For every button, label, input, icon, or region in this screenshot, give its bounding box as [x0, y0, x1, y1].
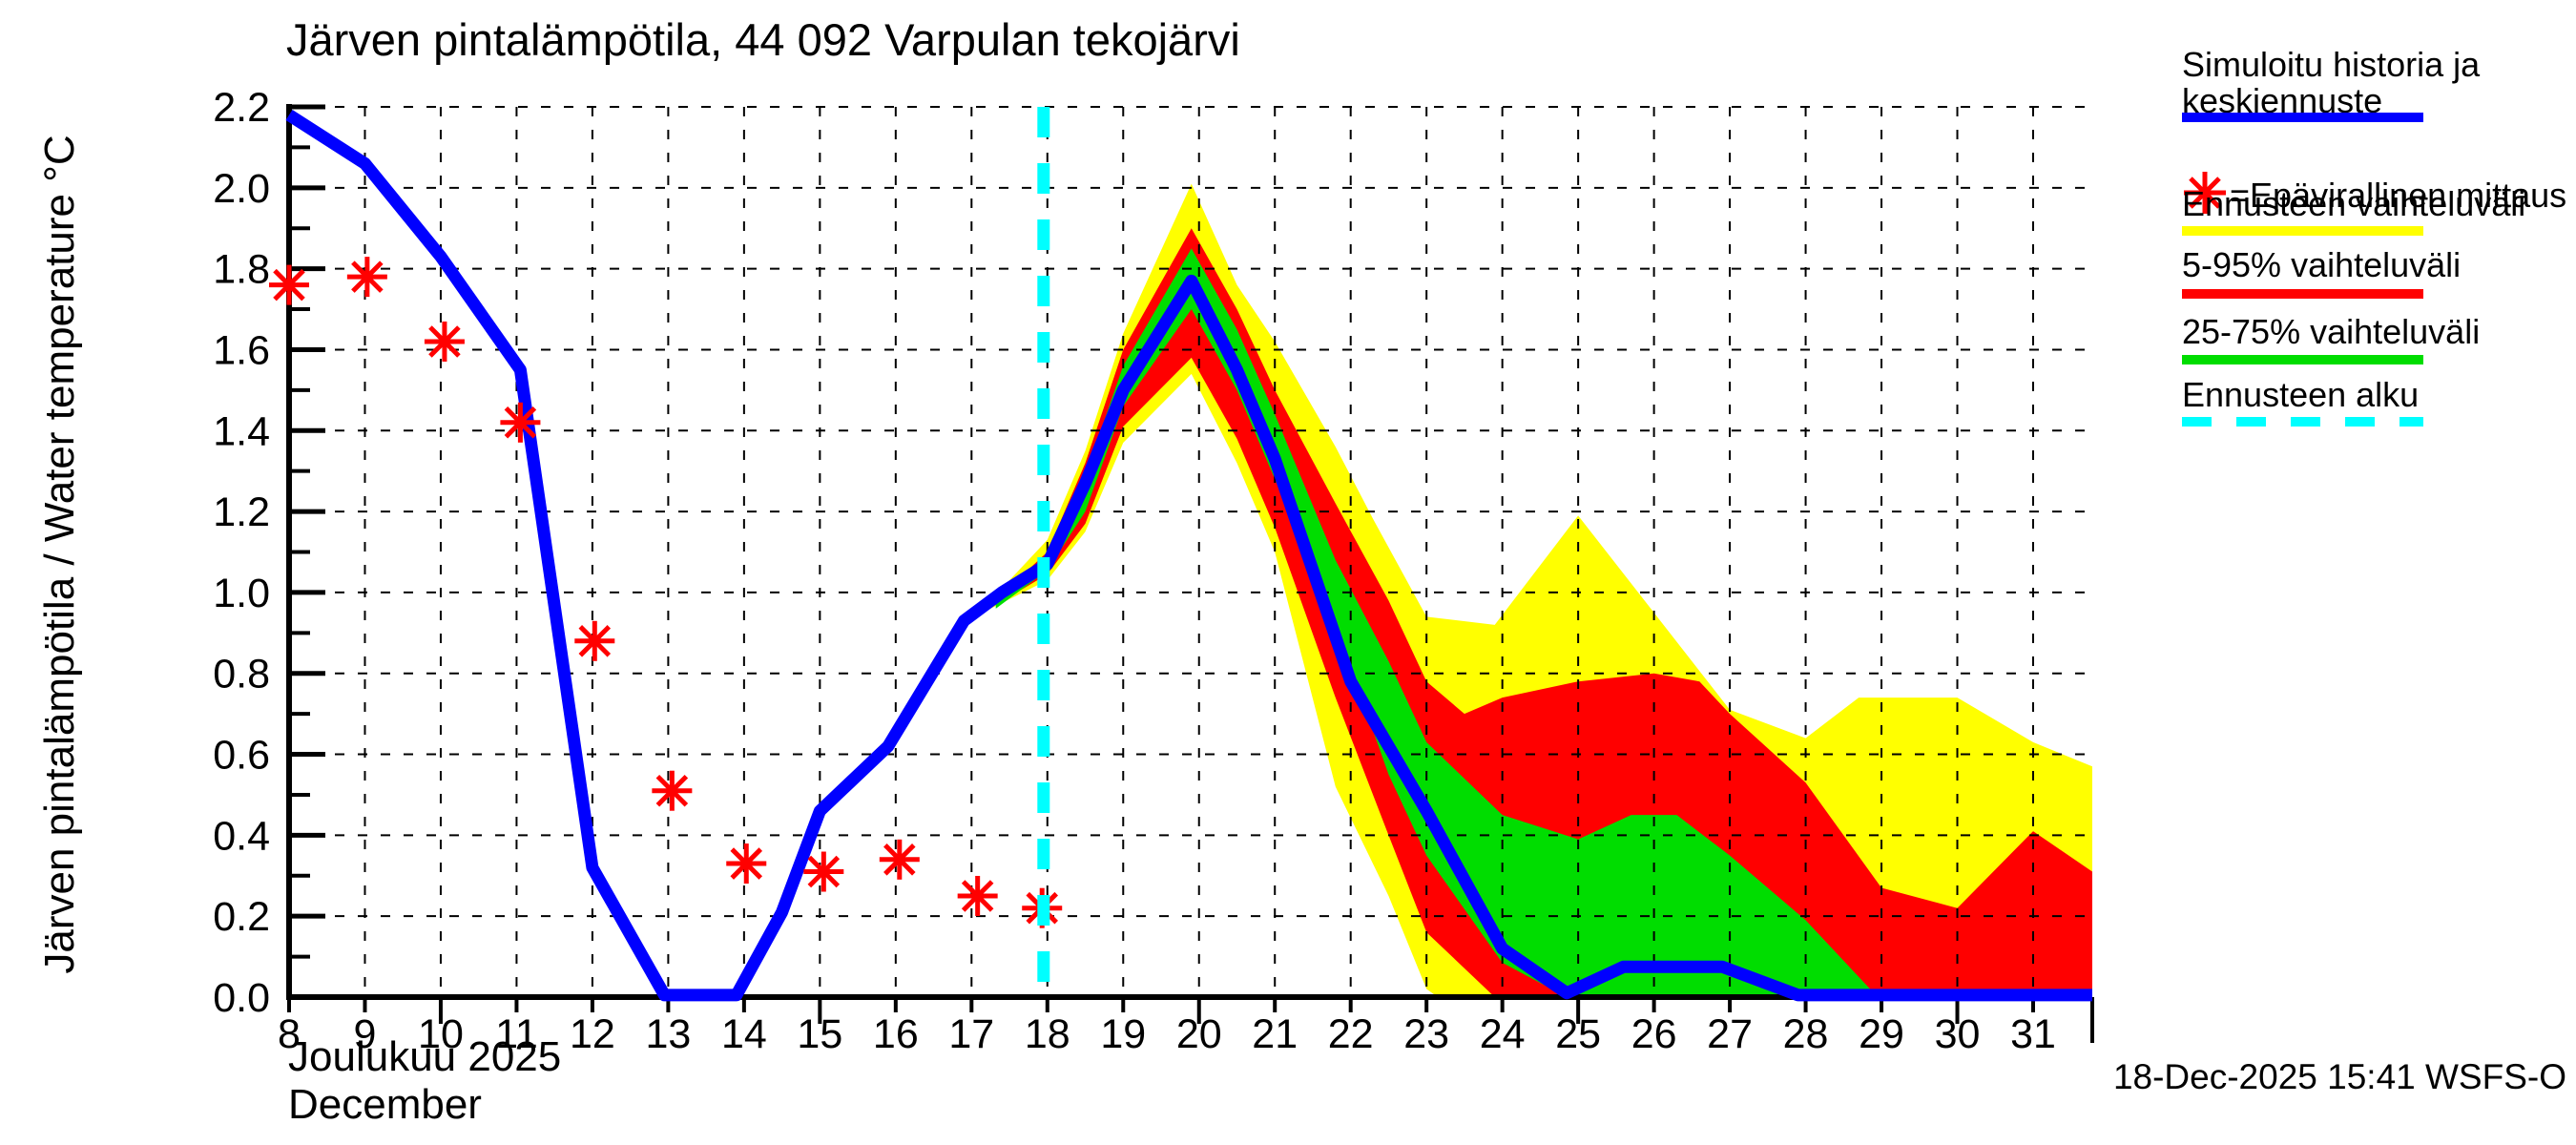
svg-text:19: 19 [1100, 1011, 1146, 1057]
svg-text:27: 27 [1707, 1011, 1753, 1057]
legend-swatch-yellow-line [2182, 226, 2423, 236]
svg-text:22: 22 [1328, 1011, 1374, 1057]
svg-text:25: 25 [1555, 1011, 1601, 1057]
svg-text:18: 18 [1025, 1011, 1070, 1057]
legend-swatch-blue-line [2182, 113, 2423, 122]
svg-text:8: 8 [278, 1011, 301, 1057]
legend-label-forecast-start: Ennusteen alku [2182, 375, 2420, 414]
svg-text:15: 15 [797, 1011, 842, 1057]
svg-text:9: 9 [354, 1011, 377, 1057]
svg-text:26: 26 [1631, 1011, 1677, 1057]
svg-text:0.0: 0.0 [213, 975, 270, 1021]
legend-label-unofficial-measurement: =Epävirallinen mittaus [2230, 175, 2567, 215]
svg-text:30: 30 [1935, 1011, 1981, 1057]
svg-text:1.2: 1.2 [213, 489, 270, 535]
svg-text:1.0: 1.0 [213, 571, 270, 616]
svg-text:31: 31 [2010, 1011, 2056, 1057]
chart-timestamp: 18-Dec-2025 15:41 WSFS-O [2112, 1057, 2566, 1096]
x-axis-label-english: December [288, 1081, 482, 1128]
legend-swatch-cyan-dashed-line [2182, 417, 2423, 427]
legend-swatch-red-line [2182, 289, 2423, 299]
svg-text:20: 20 [1176, 1011, 1222, 1057]
svg-text:12: 12 [570, 1011, 615, 1057]
svg-text:1.6: 1.6 [213, 327, 270, 373]
y-axis-label: Järven pintalämpötila / Water temperatur… [36, 135, 83, 974]
asterisk-marker-icon [2182, 170, 2228, 220]
legend-item-unofficial-measurement: =Epävirallinen mittaus [2182, 170, 2566, 220]
legend-label-5-95-range: 5-95% vaihteluväli [2182, 245, 2462, 284]
legend-label-25-75-range: 25-75% vaihteluväli [2182, 312, 2481, 351]
svg-text:10: 10 [418, 1011, 464, 1057]
svg-text:29: 29 [1859, 1011, 1904, 1057]
legend-label-simulated-history: Simuloitu historia ja keskiennuste [2182, 45, 2481, 120]
legend-label-forecast-range: Ennusteen vaihteluväli [2182, 184, 2526, 223]
chart-legend: Simuloitu historia ja keskiennuste =Epäv… [2182, 38, 2576, 448]
svg-text:1.4: 1.4 [213, 408, 270, 454]
svg-text:0.2: 0.2 [213, 894, 270, 940]
svg-text:11: 11 [495, 1011, 538, 1057]
svg-text:16: 16 [873, 1011, 919, 1057]
svg-text:24: 24 [1480, 1011, 1526, 1057]
svg-text:17: 17 [948, 1011, 994, 1057]
svg-text:0.8: 0.8 [213, 652, 270, 697]
svg-text:13: 13 [645, 1011, 691, 1057]
svg-text:14: 14 [721, 1011, 767, 1057]
svg-text:1.8: 1.8 [213, 247, 270, 293]
chart-title: Järven pintalämpötila, 44 092 Varpulan t… [286, 14, 1240, 65]
svg-text:2.0: 2.0 [213, 166, 270, 212]
legend-swatch-green-line [2182, 355, 2423, 364]
svg-text:28: 28 [1783, 1011, 1829, 1057]
svg-text:0.4: 0.4 [213, 813, 270, 859]
svg-text:2.2: 2.2 [213, 85, 270, 131]
svg-text:21: 21 [1252, 1011, 1298, 1057]
x-axis-label-finnish: Joulukuu 2025 [288, 1033, 562, 1080]
svg-text:23: 23 [1403, 1011, 1449, 1057]
svg-text:0.6: 0.6 [213, 733, 270, 779]
